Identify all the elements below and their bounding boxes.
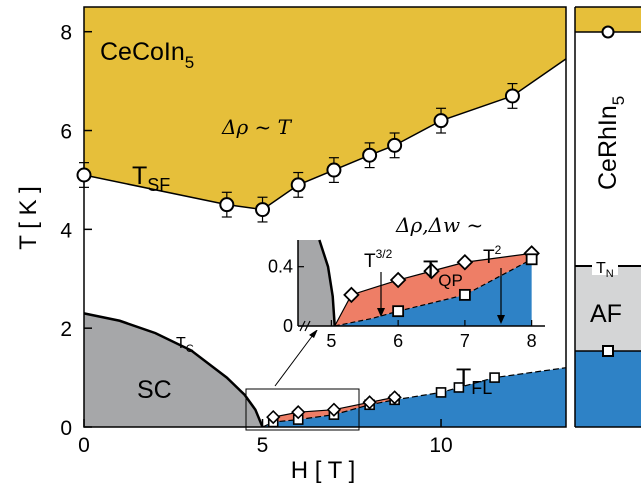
tqp-point bbox=[291, 405, 306, 420]
tqp-point bbox=[362, 395, 377, 410]
t2-label: T2 bbox=[483, 243, 502, 268]
inset-tqp-point bbox=[456, 253, 474, 271]
tsf-yellow-region bbox=[84, 7, 566, 210]
inset-axes: 0 0.4 5 6 7 8 bbox=[268, 240, 545, 351]
inset-fl-region bbox=[334, 259, 532, 326]
tsf-point bbox=[219, 197, 235, 213]
inset-axis-break bbox=[304, 320, 311, 332]
inset-x-tick-label: 8 bbox=[527, 331, 537, 351]
y-tick-label: 2 bbox=[60, 318, 72, 341]
tsf-point bbox=[504, 88, 520, 104]
right-white-region bbox=[575, 32, 641, 266]
x-tick-label: 0 bbox=[78, 434, 90, 457]
inset-x-tick-label: 6 bbox=[393, 331, 403, 351]
main-panel-regions bbox=[84, 7, 566, 427]
tsf-point bbox=[290, 177, 306, 193]
zoom-region-box bbox=[245, 388, 360, 431]
y-tick-label: 8 bbox=[60, 22, 72, 45]
inset-title: Δρ,Δw ~ bbox=[395, 213, 483, 237]
main-plot-frame bbox=[83, 6, 567, 428]
tsf-point bbox=[362, 147, 378, 163]
inset-tfl-point bbox=[392, 305, 405, 318]
x-axis-label: H [ T ] bbox=[291, 457, 355, 484]
y-tick-label: 4 bbox=[60, 219, 72, 242]
tsf-point bbox=[76, 167, 92, 183]
right-panel: CeRhIn5 TN AF bbox=[574, 6, 641, 428]
right-blue-region bbox=[575, 351, 641, 427]
inset-y-tick-label: 0.4 bbox=[268, 257, 293, 277]
main-axes: 0 2 4 6 8 0 5 10 bbox=[60, 22, 452, 457]
tfl-line bbox=[262, 367, 567, 428]
zoom-pointer bbox=[274, 334, 314, 387]
tsf-label: TSF bbox=[132, 162, 170, 195]
inset-sc-boundary bbox=[318, 239, 336, 327]
x-tick-label: 10 bbox=[429, 434, 452, 457]
t2-arrow-head bbox=[497, 315, 505, 324]
tqp-label: TQP bbox=[423, 256, 463, 290]
sc-gray-region bbox=[84, 313, 263, 427]
tsf-point bbox=[255, 202, 271, 218]
tsf-point bbox=[326, 162, 342, 178]
y-tick-label: 0 bbox=[60, 417, 72, 440]
inset-tqp-point bbox=[343, 286, 360, 304]
x-tick-label: 5 bbox=[257, 434, 269, 457]
main-panel-markers bbox=[76, 82, 520, 428]
tfl-point bbox=[453, 382, 465, 393]
inset-markers bbox=[343, 245, 540, 318]
tsf-point bbox=[387, 137, 403, 153]
tsf-point bbox=[433, 113, 449, 129]
right-circle-marker bbox=[601, 25, 615, 39]
tn-label: TN bbox=[596, 260, 614, 280]
tc-line bbox=[83, 312, 264, 428]
tsf-line bbox=[83, 58, 567, 211]
inset-chart: 0 0.4 5 6 7 8 Δρ,Δw ~ T3/2 T2 TQP bbox=[268, 213, 548, 351]
inset-tqp-point bbox=[423, 262, 440, 280]
zoom-pointer-head bbox=[309, 329, 318, 338]
right-square-marker bbox=[602, 345, 614, 357]
tn-label-bg bbox=[592, 257, 618, 275]
af-label: AF bbox=[590, 300, 622, 328]
y-axis-label: T [ K ] bbox=[15, 186, 42, 250]
t32-label: T3/2 bbox=[364, 247, 393, 272]
t32-arrow-head bbox=[377, 308, 385, 317]
tqp-point bbox=[387, 390, 402, 405]
tqp-point bbox=[326, 402, 342, 417]
y-tick-label: 6 bbox=[60, 121, 72, 144]
compound-label-right: CeRhIn5 bbox=[594, 96, 628, 190]
inset-x-tick-label: 5 bbox=[326, 331, 336, 351]
right-af-region bbox=[575, 266, 641, 351]
inset-qp-region bbox=[334, 253, 532, 326]
inset-tfl-point bbox=[458, 288, 471, 301]
inset-tqp-point bbox=[389, 271, 407, 289]
inset-tfl-point bbox=[525, 253, 538, 266]
tfl-point bbox=[435, 387, 447, 398]
sc-label: SC bbox=[137, 376, 172, 404]
tfl-label: TFL bbox=[456, 364, 492, 398]
tqp-point bbox=[266, 409, 281, 425]
inset-y-tick-label: 0 bbox=[283, 316, 293, 336]
compound-label-main: CeCoIn5 bbox=[100, 38, 194, 72]
rho-linear-label: Δρ ~ T bbox=[221, 115, 293, 139]
tfl-point bbox=[489, 372, 500, 383]
tc-label: TC bbox=[176, 335, 194, 355]
inset-x-tick-label: 7 bbox=[460, 331, 470, 351]
